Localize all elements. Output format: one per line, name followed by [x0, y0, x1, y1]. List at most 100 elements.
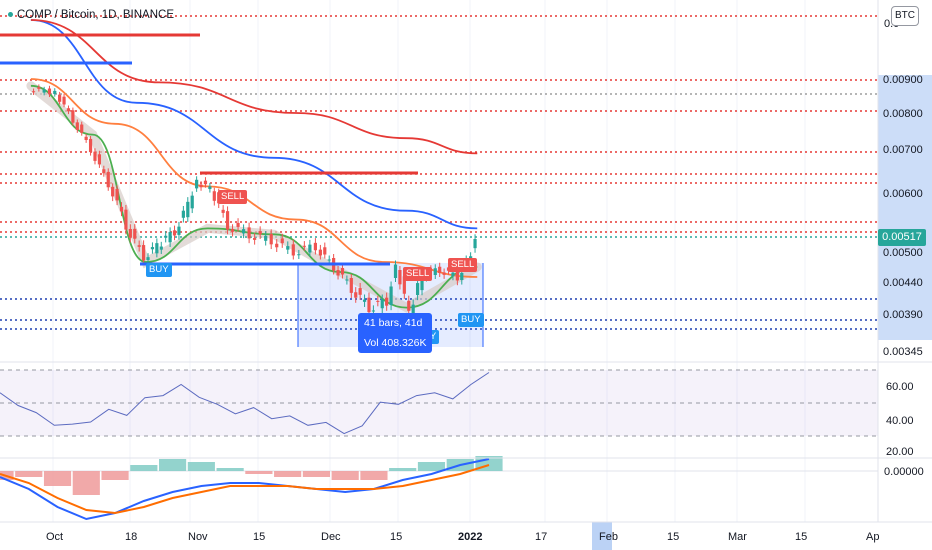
price-tick-label: 0.00440 [883, 277, 923, 289]
candle-body [111, 186, 115, 197]
candle-body [177, 226, 181, 235]
candle-body [349, 278, 353, 293]
time-tick-label: 17 [535, 531, 547, 543]
candle-body [164, 235, 168, 238]
candle-body [93, 151, 97, 161]
candle-body [168, 232, 172, 243]
price-axis[interactable]: 0.0 0.00900 0.00800 0.00700 0.00600 0.00… [883, 18, 923, 358]
price-levels [0, 15, 878, 330]
symbol-title: COMP / Bitcoin, 1D, BINANCE [17, 9, 174, 21]
candle-body [398, 270, 402, 285]
time-tick-label: 15 [667, 531, 679, 543]
candle-body [433, 268, 437, 275]
last-price-tag: 0.00517 [878, 229, 926, 246]
time-axis-highlight [592, 522, 612, 550]
price-tick-label: 0.00600 [883, 188, 923, 200]
currency-badge[interactable]: BTC [891, 6, 919, 26]
candle-body [286, 246, 290, 250]
time-axis[interactable]: Oct 18 Nov 15 Dec 15 2022 17 Feb 15 Mar … [46, 531, 879, 543]
time-tick-label: Oct [46, 531, 63, 543]
time-tick-label: 15 [795, 531, 807, 543]
candle-body [221, 209, 225, 213]
candle-body [146, 257, 150, 260]
moving-average-line [30, 19, 478, 230]
candle-body [389, 286, 393, 306]
candle-body [313, 242, 317, 251]
macd-histogram-bar [302, 471, 330, 477]
macd-histogram-bar [159, 459, 187, 471]
macd-histogram-bar [216, 468, 244, 471]
macd-histogram-bar [389, 468, 417, 471]
macd-tick-label: 0.00000 [884, 466, 924, 478]
candle-body [291, 244, 295, 256]
candle-body [133, 228, 137, 239]
candle-body [253, 237, 257, 240]
candle-body [124, 209, 128, 230]
candle-body [275, 243, 279, 248]
candle-body [241, 229, 246, 234]
candle-body [159, 246, 163, 250]
macd-histogram-bar [101, 471, 129, 480]
candle-body [208, 186, 212, 190]
price-tick-label: 0.00800 [883, 108, 923, 120]
candle-body [102, 169, 106, 174]
candle-body [37, 87, 41, 89]
macd-histogram-bar [274, 471, 302, 477]
macd-histogram-bar [360, 471, 388, 480]
rsi-pane [0, 369, 878, 437]
candle-body [380, 299, 384, 309]
macd-histogram-bar [245, 471, 273, 474]
drawn-lines[interactable] [0, 33, 418, 266]
candle-body [97, 154, 102, 165]
candle-body [58, 94, 62, 102]
rsi-line [0, 372, 490, 435]
macd-histogram-bar [417, 462, 446, 471]
candle-body [336, 270, 340, 276]
candle-body [327, 259, 331, 261]
price-tick-label: 0.00500 [883, 247, 923, 259]
price-tick-label: 0.00345 [883, 346, 923, 358]
candle-body [71, 110, 75, 123]
candle-body [80, 124, 84, 133]
candle-body [308, 244, 312, 253]
candle-body [186, 201, 190, 218]
time-tick-label: Feb [599, 531, 618, 543]
rsi-tick-label: 40.00 [886, 415, 914, 427]
price-tick-label: 0.00390 [883, 309, 923, 321]
measure-tooltip-bars: 41 bars, 41d [364, 317, 423, 329]
candle-body [128, 228, 132, 238]
candle-body [393, 264, 398, 278]
candle-body [47, 88, 52, 95]
time-tick-label: Dec [321, 531, 341, 543]
candle-body [367, 297, 371, 313]
candle-body [415, 283, 420, 296]
candle-body [460, 273, 464, 280]
time-tick-label: 18 [125, 531, 137, 543]
candle-body [119, 206, 124, 212]
time-tick-label: 2022 [458, 531, 482, 543]
moving-average-line [30, 84, 478, 309]
macd-pane [0, 456, 878, 521]
macd-histogram-bar [130, 465, 158, 471]
time-tick-label: 15 [390, 531, 402, 543]
candle-body [172, 230, 177, 236]
time-tick-label: Nov [188, 531, 208, 543]
symbol-legend[interactable]: COMP / Bitcoin, 1D, BINANCE [8, 9, 174, 21]
candle-body [402, 276, 406, 294]
candle-body [385, 297, 389, 306]
candle-body [258, 231, 262, 235]
sell-signal: SELL [403, 267, 433, 281]
candle-body [203, 180, 208, 185]
candle-body [358, 288, 362, 295]
rsi-tick-label: 60.00 [886, 381, 914, 393]
candle-body [280, 238, 284, 244]
candle-body [318, 249, 322, 256]
price-axis-highlight [878, 75, 932, 340]
measure-tooltip: 41 bars, 41d Vol 408.326K [358, 313, 433, 353]
candle-body [42, 89, 46, 93]
candle-body [420, 272, 424, 291]
candle-body [155, 243, 159, 254]
candle-body [340, 268, 345, 275]
macd-signal-line [0, 464, 490, 515]
